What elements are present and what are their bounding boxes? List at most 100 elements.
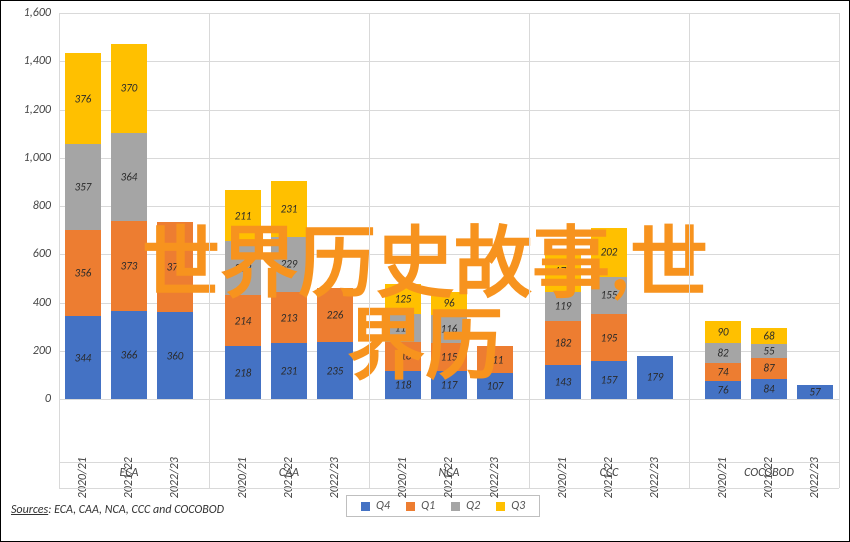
bar-segment: 118 (385, 342, 421, 370)
bar-value-label: 118 (385, 350, 421, 363)
y-tick-label: 200 (11, 344, 51, 358)
bar-value-label: 117 (431, 378, 467, 391)
bar-segment: 364 (111, 133, 147, 221)
legend-swatch (496, 502, 505, 511)
bar-value-label: 116 (431, 323, 467, 336)
bar-value-label: 370 (111, 82, 147, 95)
bar-value-label: 213 (271, 311, 307, 324)
bar-value-label: 364 (111, 170, 147, 183)
y-tick-label: 400 (11, 296, 51, 310)
bar-segment: 57 (797, 385, 833, 399)
stacked-bar: 344356357376 (65, 13, 101, 399)
group-separator (839, 13, 840, 488)
bar-value-label: 373 (111, 259, 147, 272)
bar-segment: 218 (225, 346, 261, 399)
group-band-line (59, 462, 839, 463)
bar-segment: 202 (591, 228, 627, 277)
stacked-bar: 117 115 116 96 (431, 13, 467, 399)
bar-value-label: 218 (225, 366, 261, 379)
bar-value-label: 90 (705, 326, 741, 339)
bar-segment: 68 (751, 328, 787, 344)
stacked-bar: 767482 90 (705, 13, 741, 399)
y-tick-label: 800 (11, 199, 51, 213)
bar-value-label: 229 (271, 258, 307, 271)
bar-value-label: 360 (157, 349, 193, 362)
stacked-bar: 360 375 (157, 13, 193, 399)
bar-value-label: 231 (271, 202, 307, 215)
legend-label: Q4 (376, 499, 390, 513)
legend-item: Q4 (361, 499, 390, 513)
stacked-bar: 57 (797, 13, 833, 399)
bar-value-label: 111 (477, 353, 513, 366)
bar-value-label: 119 (545, 300, 581, 313)
bar-segment: 214 (225, 295, 261, 347)
bar-segment: 366 (111, 311, 147, 399)
bar-segment: 115 (431, 343, 467, 371)
legend-label: Q3 (511, 499, 525, 513)
bar-value-label: 125 (385, 293, 421, 306)
legend-item: Q2 (451, 499, 480, 513)
group-separator (369, 13, 370, 488)
group-separator (209, 13, 210, 488)
bar-segment: 90 (705, 321, 741, 343)
bar-value-label: 195 (591, 331, 627, 344)
bar-segment: 157 (591, 361, 627, 399)
bar-segment: 229 (271, 237, 307, 292)
bar-segment: 74 (705, 363, 741, 381)
bar-segment: 375 (157, 222, 193, 312)
bar-value-label: 356 (65, 267, 101, 280)
group-separator (529, 13, 530, 488)
bar-segment: 143 (545, 365, 581, 399)
bar-value-label: 115 (431, 350, 467, 363)
group-label: CCC (545, 466, 673, 480)
stacked-bar: 218214222211 (225, 13, 261, 399)
bar-segment: 357 (65, 144, 101, 230)
bar-value-label: 176 (545, 264, 581, 277)
y-tick-label: 0 (11, 392, 51, 406)
bar-segment: 235 (317, 342, 353, 399)
stacked-bar: 157 195 155202 (591, 13, 627, 399)
group-separator (689, 13, 690, 488)
stacked-bar: 143182 119 176 (545, 13, 581, 399)
bar-segment: 373 (111, 221, 147, 311)
bar-value-label: 96 (431, 297, 467, 310)
bar-value-label: 231 (271, 365, 307, 378)
group-label: COCOBOD (705, 466, 833, 480)
y-tick-label: 1,000 (11, 151, 51, 165)
bar-segment: 111 (477, 346, 513, 373)
legend-swatch (451, 502, 460, 511)
bar-segment: 179 (637, 356, 673, 399)
bar-value-label: 116 (385, 322, 421, 335)
stacked-bar: 84875568 (751, 13, 787, 399)
bar-segment: 344 (65, 316, 101, 399)
bar-segment: 82 (705, 343, 741, 363)
group-label: NCA (385, 466, 513, 480)
bar-segment: 117 (431, 371, 467, 399)
bar-value-label: 107 (477, 380, 513, 393)
bar-value-label: 375 (157, 260, 193, 273)
legend-label: Q1 (421, 499, 435, 513)
bar-segment: 155 (591, 277, 627, 314)
sources-text: : ECA, CAA, NCA, CCC and COCOBOD (48, 503, 224, 517)
stacked-bar: 118 118 116 125 (385, 13, 421, 399)
bar-value-label: 222 (225, 262, 261, 275)
group-label: CAA (225, 466, 353, 480)
bar-segment: 356 (65, 230, 101, 316)
bar-segment: 76 (705, 381, 741, 399)
bar-value-label: 357 (65, 181, 101, 194)
legend-swatch (361, 502, 370, 511)
group-label: ECA (65, 466, 193, 480)
group-separator (59, 13, 60, 488)
legend-item: Q3 (496, 499, 525, 513)
sources-label: Sources (11, 503, 48, 517)
sources-note: Sources: ECA, CAA, NCA, CCC and COCOBOD (11, 503, 224, 517)
bar-segment: 119 (545, 292, 581, 321)
bar-segment: 231 (271, 181, 307, 237)
bar-value-label: 235 (317, 364, 353, 377)
y-tick-label: 1,400 (11, 54, 51, 68)
stacked-bar: 179 (637, 13, 673, 399)
bar-segment: 118 (385, 371, 421, 399)
bar-segment: 182 (545, 321, 581, 365)
bar-segment: 87 (751, 358, 787, 379)
chart-frame: 3443563573763663733643703603752182142222… (0, 0, 850, 542)
